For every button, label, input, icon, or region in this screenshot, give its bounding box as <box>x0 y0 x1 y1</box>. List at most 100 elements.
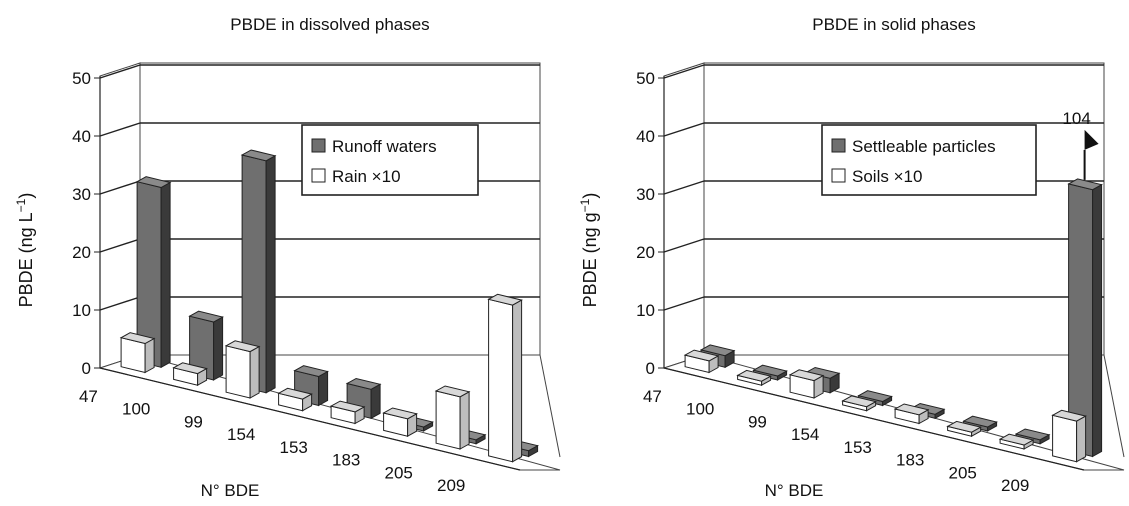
gridline-side <box>99 296 141 311</box>
y-tick-label: 0 <box>82 359 91 378</box>
bar-side-face <box>144 337 155 374</box>
y-tick-label: 50 <box>72 69 91 88</box>
bar-top-face <box>788 369 825 382</box>
legend-swatch <box>311 138 326 153</box>
legend-box <box>301 124 479 196</box>
y-tick-label: 30 <box>72 185 91 204</box>
bar-side-face <box>160 181 171 369</box>
bar-top-face <box>857 390 893 403</box>
gridline-side <box>663 64 705 79</box>
bar-top-face <box>946 420 982 433</box>
x-tick-label: 209 <box>1001 476 1029 495</box>
x-axis <box>663 367 1085 471</box>
bar-side-face <box>265 154 276 394</box>
legend-label: Soils ×10 <box>852 167 922 186</box>
x-tick-label: 154 <box>791 425 819 444</box>
bar-front-face <box>488 298 514 463</box>
bar-side-face <box>370 383 381 420</box>
bar-top-face <box>224 340 261 353</box>
bar-light-47 <box>683 349 720 374</box>
x-tick-label: 99 <box>184 412 203 431</box>
bar-side-face <box>512 299 523 463</box>
y-tick-label: 50 <box>636 69 655 88</box>
bar-light-153 <box>329 400 366 425</box>
legend-box <box>821 124 1037 196</box>
chart-title: PBDE in dissolved phases <box>230 15 429 34</box>
chart-title: PBDE in solid phases <box>812 15 975 34</box>
bar-top-face <box>277 387 313 400</box>
bar-light-99 <box>224 340 261 399</box>
bar-side-face <box>459 390 470 450</box>
back-wall <box>703 62 1105 356</box>
legend-swatch <box>311 168 326 183</box>
bar-side-face <box>1092 183 1103 458</box>
y-axis-label: PBDE (ng g−1) <box>578 193 600 308</box>
bar-light-100 <box>736 369 772 387</box>
side-wall <box>663 62 705 369</box>
x-tick-label: 209 <box>437 476 465 495</box>
bar-light-183 <box>946 420 982 438</box>
gridline-side <box>99 122 141 137</box>
bar-front-face <box>435 390 461 450</box>
bar-top-face <box>329 400 366 413</box>
floor-right-edge <box>539 354 561 458</box>
gridline-side <box>99 64 141 79</box>
x-tick-label: 205 <box>949 463 977 482</box>
bar-top-face <box>683 349 720 362</box>
legend: Settleable particles Soils ×10 <box>821 124 1037 196</box>
x-tick-label: 205 <box>385 463 413 482</box>
x-tick-label: 47 <box>79 387 98 406</box>
bar-light-205 <box>998 433 1035 450</box>
y-axis-label-main: PBDE (ng g <box>580 212 600 307</box>
bar-top-face <box>893 403 930 416</box>
bar-top-face <box>1014 428 1051 441</box>
chart-dissolved-phases: 0 10 20 30 40 50 47 100 99 154 153 183 205 209 PBDE in… <box>14 15 561 500</box>
x-axis-label: N° BDE <box>201 481 260 500</box>
bar-top-face <box>172 362 208 375</box>
bar-front-face <box>225 345 251 399</box>
bar-light-183 <box>382 407 418 438</box>
bar-side-face <box>1076 415 1087 463</box>
bar-top-face <box>382 407 418 420</box>
y-tick-label: 40 <box>636 127 655 146</box>
y-tick-label: 30 <box>636 185 655 204</box>
x-tick-label: 153 <box>280 438 308 457</box>
y-tick-label: 10 <box>636 301 655 320</box>
bar-side-face <box>249 345 260 399</box>
y-axis-label: PBDE (ng L−1) <box>14 193 36 308</box>
x-axis-label: N° BDE <box>765 481 824 500</box>
y-axis-label-close: ) <box>16 193 36 199</box>
chart-solid-phases: 0 10 20 30 40 50 104 47 100 99 154 153 183 205 209 PBDE… <box>578 15 1125 500</box>
y-axis-label-close: ) <box>580 193 600 199</box>
bar-top-face <box>487 293 523 306</box>
bar-light-100 <box>172 362 208 387</box>
bar-top-face <box>699 344 736 357</box>
bar-top-face <box>1067 178 1103 191</box>
x-tick-label: 99 <box>748 412 767 431</box>
x-tick-label: 153 <box>844 438 872 457</box>
bar-light-153 <box>893 403 930 425</box>
gridline-side <box>99 180 141 195</box>
gridline-side <box>663 122 705 137</box>
y-axis-label-main: PBDE (ng L <box>16 212 36 307</box>
gridline-side <box>663 296 705 311</box>
bar-top-face <box>240 149 277 162</box>
y-axis-label-sup: −1 <box>578 198 592 212</box>
floor-right-edge <box>1103 354 1125 458</box>
bar-top-face <box>998 433 1035 446</box>
bar-top-face <box>119 332 156 345</box>
y-tick-label: 0 <box>646 359 655 378</box>
bar-light-47 <box>119 332 156 374</box>
y-tick-label: 40 <box>72 127 91 146</box>
overflow-arrow-head <box>1084 129 1099 150</box>
bar-top-face <box>188 310 224 323</box>
bar-top-face <box>345 377 382 390</box>
x-tick-label: 154 <box>227 425 255 444</box>
side-wall <box>99 62 141 369</box>
x-axis <box>99 367 521 471</box>
y-tick-label: 20 <box>636 243 655 262</box>
x-tick-label: 47 <box>643 387 662 406</box>
bar-top-face <box>1051 409 1087 422</box>
bar-side-face <box>318 370 329 407</box>
